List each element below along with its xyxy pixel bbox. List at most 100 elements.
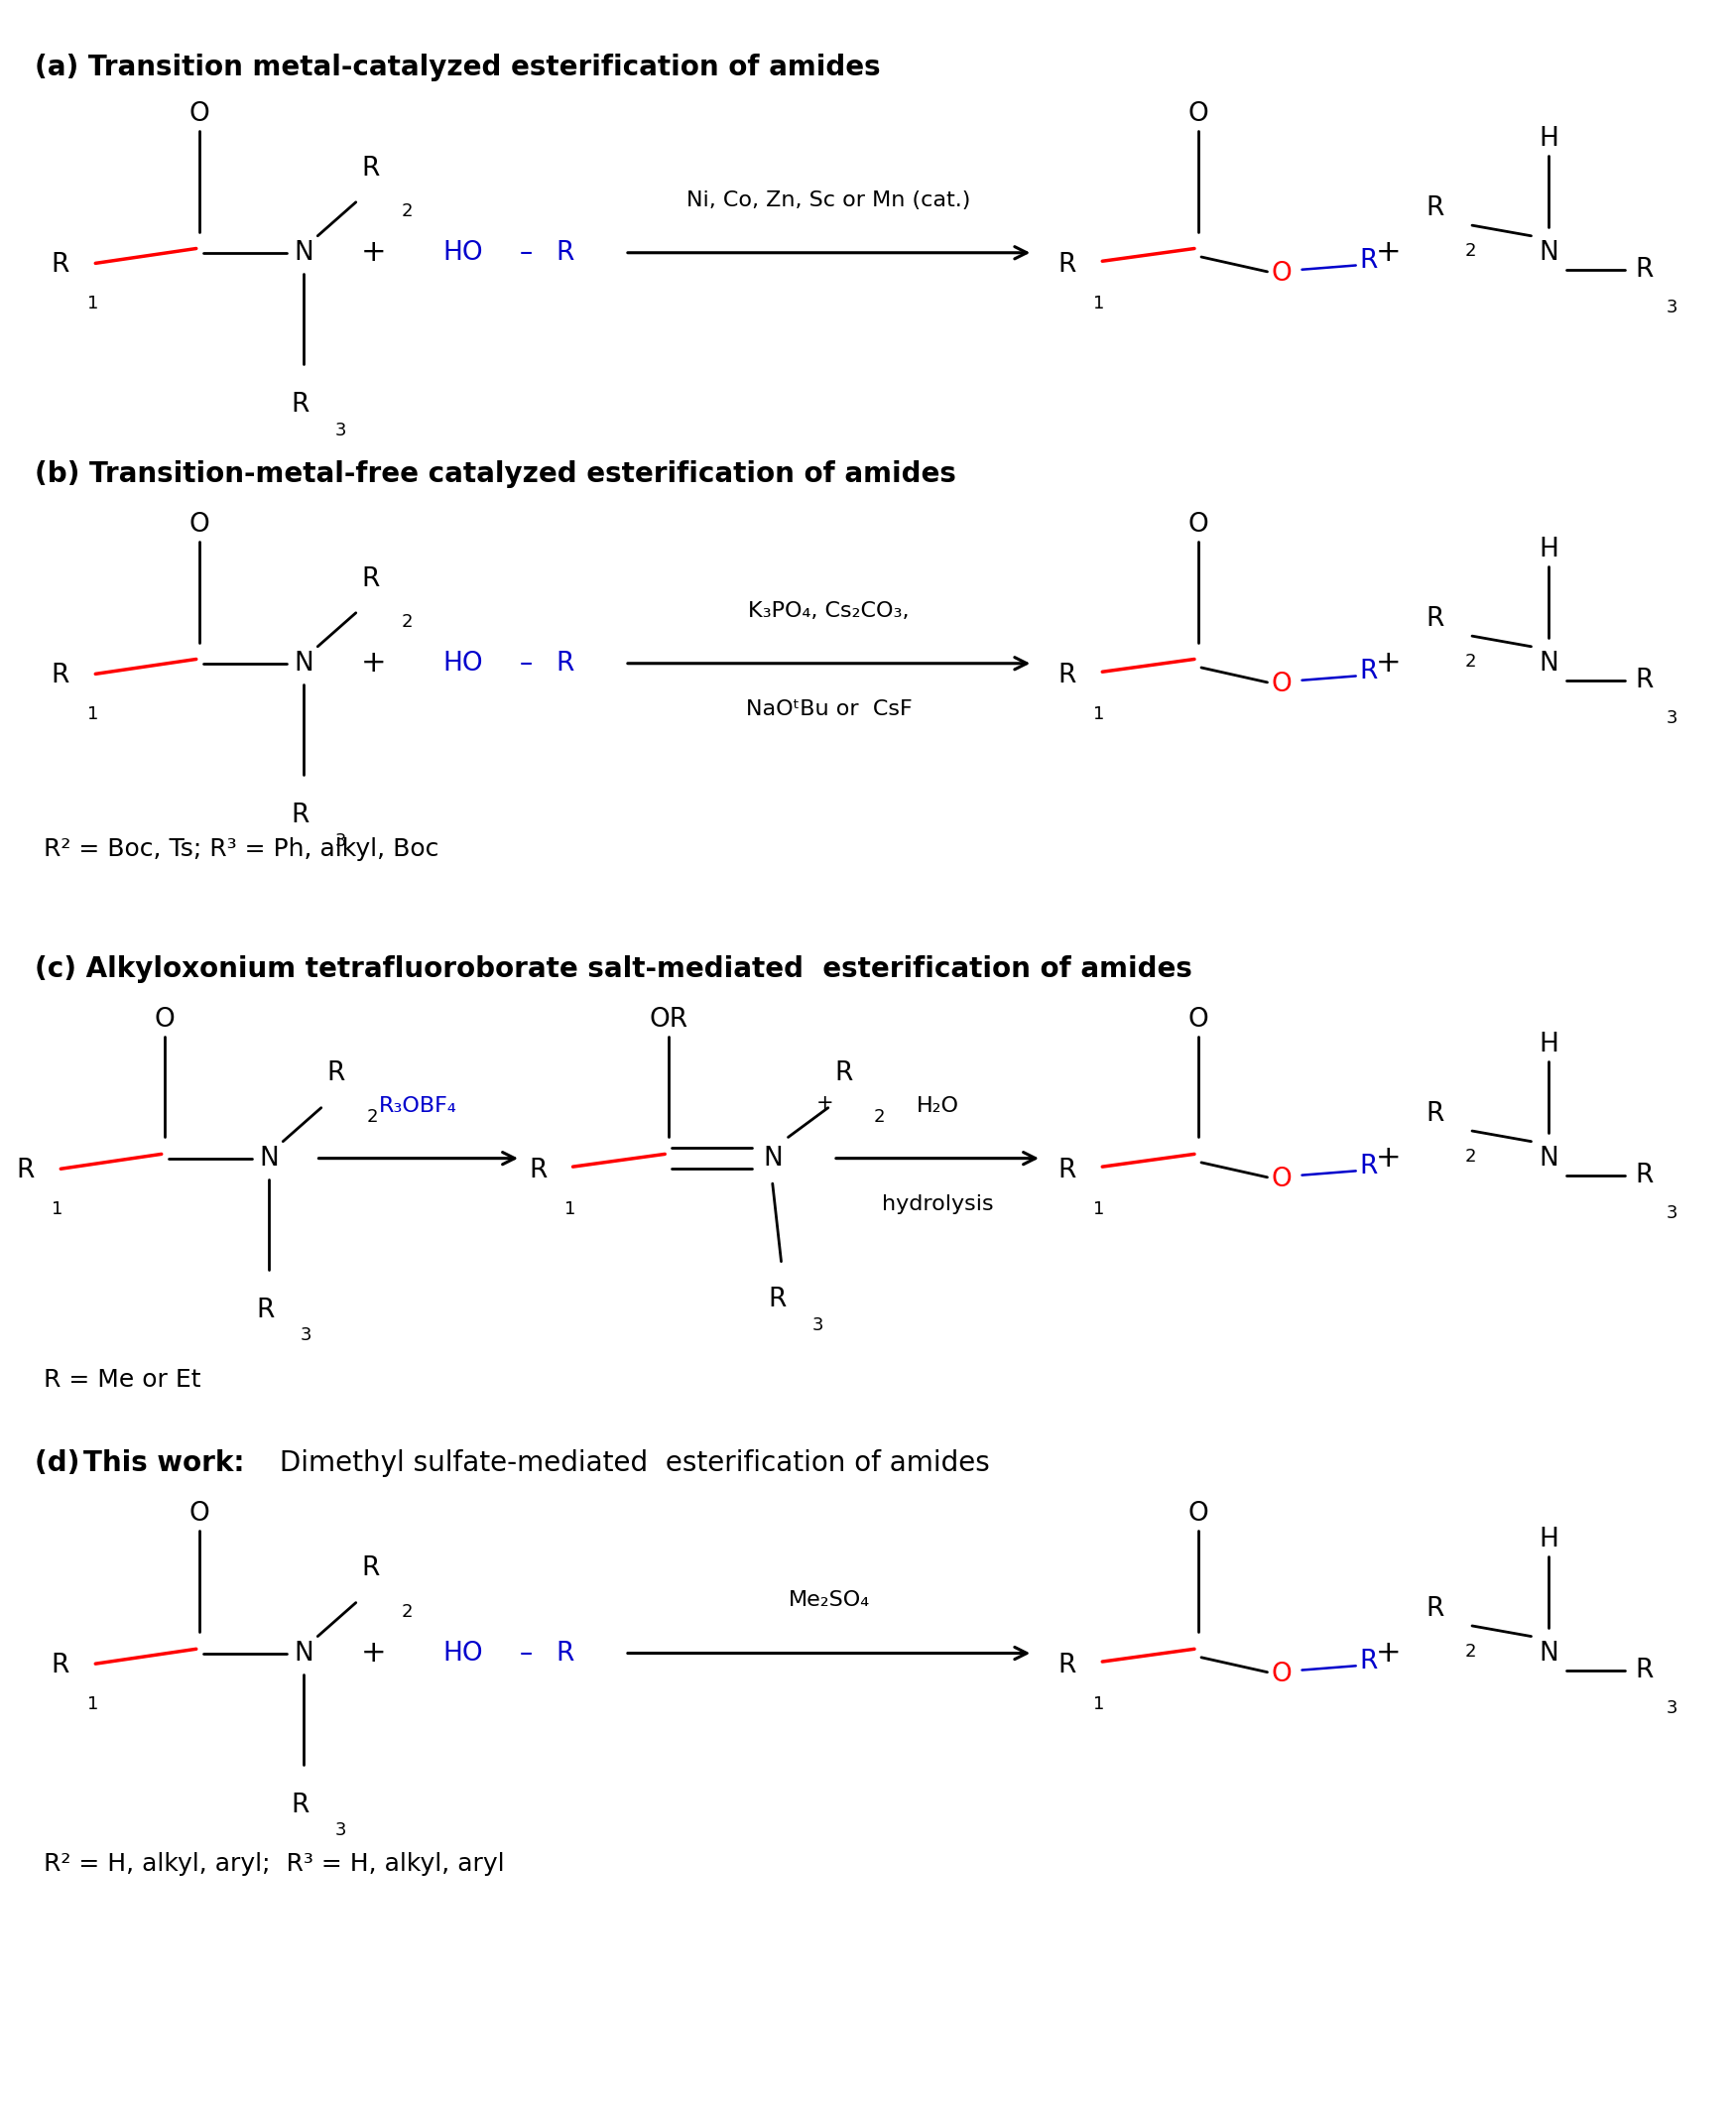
Text: O: O <box>1187 512 1208 537</box>
Text: +: + <box>361 649 385 678</box>
Text: R: R <box>1427 607 1444 632</box>
Text: N: N <box>1538 240 1559 265</box>
Text: hydrolysis: hydrolysis <box>882 1194 993 1215</box>
Text: +: + <box>816 1093 833 1114</box>
Text: 3: 3 <box>1667 1700 1679 1716</box>
Text: R: R <box>292 392 309 417</box>
Text: 3: 3 <box>1667 710 1679 727</box>
Text: 1: 1 <box>87 295 97 312</box>
Text: +: + <box>361 238 385 267</box>
Text: 3: 3 <box>812 1316 825 1333</box>
Text: O: O <box>1271 1662 1292 1687</box>
Text: (b) Transition-metal-free catalyzed esterification of amides: (b) Transition-metal-free catalyzed este… <box>35 459 957 489</box>
Text: R: R <box>1359 1649 1378 1674</box>
Text: R: R <box>1635 1163 1654 1188</box>
Text: R: R <box>1427 1596 1444 1622</box>
Text: NaOᵗBu or  CsF: NaOᵗBu or CsF <box>746 699 911 720</box>
Text: 2: 2 <box>366 1108 378 1125</box>
Text: R: R <box>361 156 380 181</box>
Text: 2: 2 <box>401 613 413 630</box>
Text: +: + <box>1377 1144 1401 1173</box>
Text: R: R <box>361 567 380 592</box>
Text: O: O <box>189 101 210 126</box>
Text: (a) Transition metal-catalyzed esterification of amides: (a) Transition metal-catalyzed esterific… <box>35 53 880 82</box>
Text: 1: 1 <box>52 1200 64 1217</box>
Text: +: + <box>1377 649 1401 678</box>
Text: R: R <box>1359 1154 1378 1179</box>
Text: R² = H, alkyl, aryl;  R³ = H, alkyl, aryl: R² = H, alkyl, aryl; R³ = H, alkyl, aryl <box>43 1851 505 1876</box>
Text: H: H <box>1538 1527 1559 1552</box>
Text: 2: 2 <box>1465 653 1477 670</box>
Text: R: R <box>1057 1653 1076 1678</box>
Text: O: O <box>189 1502 210 1527</box>
Text: 3: 3 <box>1667 299 1679 316</box>
Text: 2: 2 <box>401 202 413 219</box>
Text: 2: 2 <box>1465 242 1477 259</box>
Text: N: N <box>293 240 314 265</box>
Text: R: R <box>361 1556 380 1582</box>
Text: 2: 2 <box>1465 1643 1477 1660</box>
Text: R: R <box>556 1641 573 1666</box>
Text: R: R <box>1635 257 1654 282</box>
Text: N: N <box>1538 1641 1559 1666</box>
Text: HO: HO <box>443 651 483 676</box>
Text: 3: 3 <box>335 832 347 849</box>
Text: R: R <box>556 651 573 676</box>
Text: OR: OR <box>649 1007 687 1032</box>
Text: R₃OBF₄: R₃OBF₄ <box>380 1095 458 1116</box>
Text: HO: HO <box>443 1641 483 1666</box>
Text: R: R <box>292 802 309 828</box>
Text: 1: 1 <box>87 706 97 722</box>
Text: 2: 2 <box>401 1603 413 1620</box>
Text: O: O <box>1271 672 1292 697</box>
Text: +: + <box>1377 238 1401 267</box>
Text: (c) Alkyloxonium tetrafluoroborate salt-mediated  esterification of amides: (c) Alkyloxonium tetrafluoroborate salt-… <box>35 954 1193 984</box>
Text: R: R <box>52 663 69 689</box>
Text: 2: 2 <box>1465 1148 1477 1165</box>
Text: R: R <box>257 1297 274 1323</box>
Text: R: R <box>1359 659 1378 684</box>
Text: N: N <box>1538 1146 1559 1171</box>
Text: Ni, Co, Zn, Sc or Mn (cat.): Ni, Co, Zn, Sc or Mn (cat.) <box>687 190 970 211</box>
Text: R: R <box>1057 1158 1076 1184</box>
Text: R: R <box>1427 1101 1444 1127</box>
Text: –: – <box>519 1641 533 1666</box>
Text: 1: 1 <box>1094 1695 1104 1712</box>
Text: 3: 3 <box>335 421 347 438</box>
Text: 2: 2 <box>873 1108 885 1125</box>
Text: O: O <box>1187 101 1208 126</box>
Text: R: R <box>1427 196 1444 221</box>
Text: H: H <box>1538 1032 1559 1057</box>
Text: +: + <box>361 1638 385 1668</box>
Text: 1: 1 <box>87 1695 97 1712</box>
Text: R: R <box>529 1158 547 1184</box>
Text: H: H <box>1538 126 1559 152</box>
Text: Me₂SO₄: Me₂SO₄ <box>788 1590 870 1611</box>
Text: R: R <box>1359 249 1378 274</box>
Text: R: R <box>556 240 573 265</box>
Text: H₂O: H₂O <box>917 1095 958 1116</box>
Text: R: R <box>1057 663 1076 689</box>
Text: R: R <box>1057 253 1076 278</box>
Text: –: – <box>519 240 533 265</box>
Text: R: R <box>52 1653 69 1678</box>
Text: K₃PO₄, Cs₂CO₃,: K₃PO₄, Cs₂CO₃, <box>748 600 910 621</box>
Text: Dimethyl sulfate-mediated  esterification of amides: Dimethyl sulfate-mediated esterification… <box>271 1449 990 1478</box>
Text: R: R <box>52 253 69 278</box>
Text: R² = Boc, Ts; R³ = Ph, alkyl, Boc: R² = Boc, Ts; R³ = Ph, alkyl, Boc <box>43 836 439 861</box>
Text: 1: 1 <box>1094 706 1104 722</box>
Text: R: R <box>326 1061 344 1087</box>
Text: This work:: This work: <box>83 1449 245 1478</box>
Text: (d): (d) <box>35 1449 89 1478</box>
Text: N: N <box>1538 651 1559 676</box>
Text: N: N <box>293 1641 314 1666</box>
Text: R: R <box>1635 1657 1654 1683</box>
Text: R: R <box>16 1158 35 1184</box>
Text: O: O <box>1187 1007 1208 1032</box>
Text: 3: 3 <box>335 1822 347 1839</box>
Text: 3: 3 <box>1667 1205 1679 1221</box>
Text: 1: 1 <box>1094 1200 1104 1217</box>
Text: –: – <box>519 651 533 676</box>
Text: R: R <box>292 1792 309 1817</box>
Text: O: O <box>1271 261 1292 286</box>
